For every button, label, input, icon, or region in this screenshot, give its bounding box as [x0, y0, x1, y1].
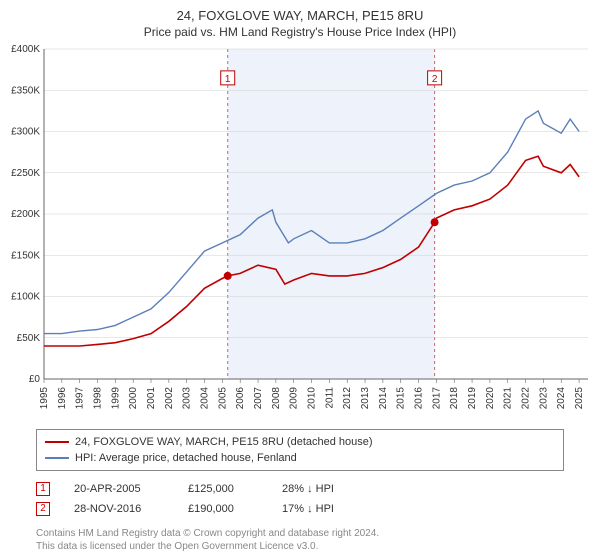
- svg-text:1999: 1999: [110, 387, 121, 410]
- svg-text:£400K: £400K: [11, 44, 40, 55]
- legend-item: 24, FOXGLOVE WAY, MARCH, PE15 8RU (detac…: [45, 434, 555, 450]
- svg-text:2001: 2001: [146, 387, 157, 410]
- svg-text:2025: 2025: [574, 387, 585, 410]
- svg-text:2021: 2021: [503, 387, 514, 410]
- transaction-delta: 28% ↓ HPI: [282, 479, 334, 499]
- transaction-marker-box: 2: [36, 502, 50, 516]
- svg-text:2002: 2002: [164, 387, 175, 410]
- transaction-delta: 17% ↓ HPI: [282, 499, 334, 519]
- transaction-marker-box: 1: [36, 482, 50, 496]
- legend-label: 24, FOXGLOVE WAY, MARCH, PE15 8RU (detac…: [75, 434, 373, 450]
- footer-line: This data is licensed under the Open Gov…: [36, 540, 564, 553]
- legend-swatch: [45, 441, 69, 443]
- svg-text:1997: 1997: [75, 387, 86, 410]
- svg-text:2008: 2008: [271, 387, 282, 410]
- legend: 24, FOXGLOVE WAY, MARCH, PE15 8RU (detac…: [36, 429, 564, 471]
- svg-text:2000: 2000: [128, 387, 139, 410]
- svg-text:2005: 2005: [217, 387, 228, 410]
- svg-text:1998: 1998: [93, 387, 104, 410]
- svg-text:2023: 2023: [538, 387, 549, 410]
- svg-text:2003: 2003: [182, 387, 193, 410]
- svg-text:£50K: £50K: [17, 333, 41, 344]
- svg-text:1996: 1996: [57, 387, 68, 410]
- svg-text:2024: 2024: [556, 387, 567, 410]
- svg-text:2017: 2017: [431, 387, 442, 410]
- chart-plot: £0 £50K £100K £150K £200K £250K £300K £350K £400…: [0, 43, 600, 423]
- transaction-date: 20-APR-2005: [74, 479, 164, 499]
- svg-text:2015: 2015: [396, 387, 407, 410]
- svg-text:2006: 2006: [235, 387, 246, 410]
- svg-text:2012: 2012: [342, 387, 353, 410]
- chart-title: 24, FOXGLOVE WAY, MARCH, PE15 8RU: [0, 0, 600, 23]
- legend-item: HPI: Average price, detached house, Fenl…: [45, 450, 555, 466]
- transaction-price: £125,000: [188, 479, 258, 499]
- chart-container: 24, FOXGLOVE WAY, MARCH, PE15 8RU Price …: [0, 0, 600, 560]
- table-row: 1 20-APR-2005 £125,000 28% ↓ HPI: [36, 479, 564, 499]
- svg-text:£100K: £100K: [11, 292, 40, 303]
- svg-text:2014: 2014: [378, 387, 389, 410]
- legend-swatch: [45, 457, 69, 459]
- svg-text:2004: 2004: [200, 387, 211, 410]
- svg-text:2009: 2009: [289, 387, 300, 410]
- svg-text:2011: 2011: [324, 387, 335, 409]
- svg-text:2020: 2020: [485, 387, 496, 410]
- svg-text:2: 2: [432, 74, 438, 85]
- chart-svg: £0 £50K £100K £150K £200K £250K £300K £350K £400…: [0, 43, 600, 423]
- svg-text:£250K: £250K: [11, 168, 40, 179]
- svg-text:1995: 1995: [39, 387, 50, 410]
- transaction-price: £190,000: [188, 499, 258, 519]
- svg-text:£0: £0: [29, 374, 41, 385]
- svg-text:1: 1: [225, 74, 231, 85]
- svg-text:2010: 2010: [307, 387, 318, 410]
- svg-text:£200K: £200K: [11, 209, 40, 220]
- svg-text:2007: 2007: [253, 387, 264, 410]
- transactions-table: 1 20-APR-2005 £125,000 28% ↓ HPI 2 28-NO…: [36, 479, 564, 519]
- svg-text:2016: 2016: [414, 387, 425, 410]
- svg-text:£300K: £300K: [11, 127, 40, 138]
- svg-text:£350K: £350K: [11, 85, 40, 96]
- table-row: 2 28-NOV-2016 £190,000 17% ↓ HPI: [36, 499, 564, 519]
- svg-text:2018: 2018: [449, 387, 460, 410]
- footer: Contains HM Land Registry data © Crown c…: [36, 527, 564, 553]
- legend-label: HPI: Average price, detached house, Fenl…: [75, 450, 297, 466]
- svg-text:2019: 2019: [467, 387, 478, 410]
- footer-line: Contains HM Land Registry data © Crown c…: [36, 527, 564, 540]
- svg-text:2013: 2013: [360, 387, 371, 410]
- transaction-date: 28-NOV-2016: [74, 499, 164, 519]
- chart-subtitle: Price paid vs. HM Land Registry's House …: [0, 23, 600, 43]
- svg-text:2022: 2022: [521, 387, 532, 410]
- svg-text:£150K: £150K: [11, 250, 40, 261]
